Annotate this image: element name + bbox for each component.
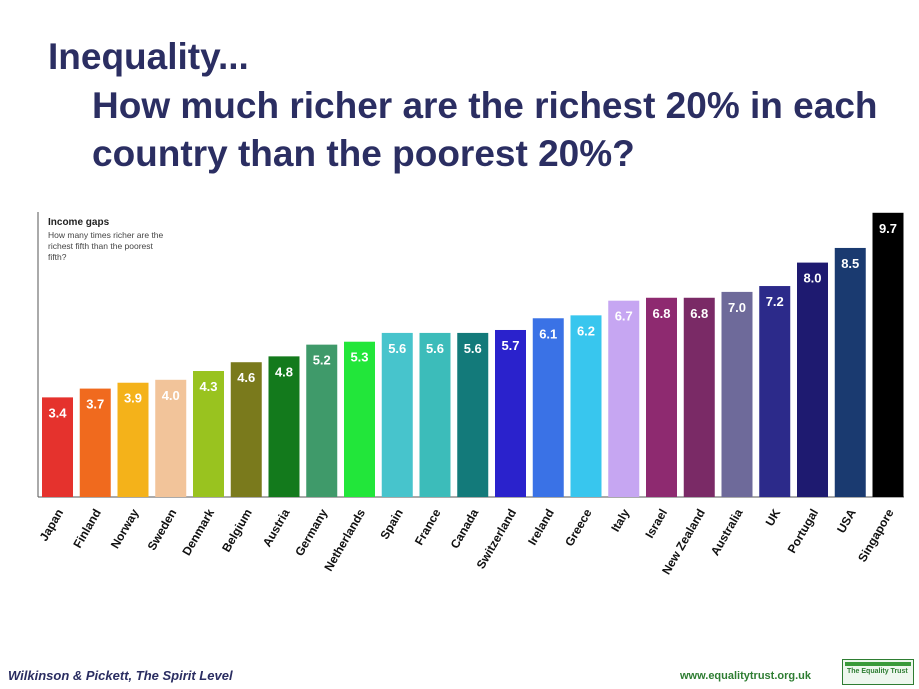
- x-tick-label: USA: [834, 506, 859, 535]
- x-tick-label: Israel: [642, 507, 670, 541]
- chart-title: Income gaps: [48, 217, 110, 228]
- bar-uk: [759, 286, 791, 497]
- x-tick-label: Singapore: [855, 506, 897, 564]
- bar-spain: [381, 332, 413, 497]
- x-tick-label: Australia: [708, 506, 746, 558]
- x-tick-label: Norway: [108, 506, 142, 551]
- x-tick-label: Portugal: [785, 507, 821, 556]
- bar-value-label: 7.2: [766, 294, 784, 309]
- bar-portugal: [797, 262, 828, 497]
- bar-value-label: 3.9: [124, 391, 142, 406]
- bar-denmark: [193, 371, 224, 497]
- bar-value-label: 4.6: [237, 370, 255, 385]
- bar-japan: [42, 397, 73, 497]
- bar-ireland: [532, 318, 564, 497]
- bar-sweden: [155, 379, 187, 497]
- bar-belgium: [230, 362, 262, 497]
- chart-subtitle: How many times richer are the richest fi…: [48, 230, 164, 262]
- bar-france: [419, 332, 451, 497]
- bar-netherlands: [344, 341, 375, 497]
- bar-value-label: 5.6: [426, 341, 444, 356]
- bar-value-label: 4.3: [199, 379, 217, 394]
- bar-value-label: 3.7: [86, 397, 104, 412]
- x-tick-label: Finland: [70, 507, 103, 551]
- x-tick-label: Sweden: [145, 507, 180, 553]
- bar-value-label: 5.6: [464, 341, 482, 356]
- x-tick-label: Italy: [608, 506, 632, 534]
- page-subtitle: How much richer are the richest 20% in e…: [92, 85, 878, 174]
- page-title: Inequality...: [48, 36, 249, 77]
- x-tick-label: Denmark: [179, 506, 217, 558]
- bar-germany: [306, 344, 338, 497]
- bar-finland: [79, 388, 111, 497]
- bar-value-label: 5.6: [388, 341, 406, 356]
- bar-norway: [117, 382, 149, 497]
- bar-switzerland: [495, 329, 526, 497]
- bar-australia: [721, 291, 753, 497]
- bar-value-label: 5.7: [501, 338, 519, 353]
- credit-authors: Wilkinson & Pickett,: [8, 668, 136, 683]
- x-tick-label: Greece: [562, 506, 595, 549]
- bar-value-label: 6.1: [539, 326, 557, 341]
- x-tick-label: Spain: [377, 507, 405, 542]
- bar-value-label: 4.0: [162, 388, 180, 403]
- x-tick-label: Germany: [292, 506, 330, 558]
- bar-greece: [570, 315, 602, 497]
- x-tick-label: Switzerland: [474, 507, 519, 572]
- x-tick-label: UK: [763, 506, 784, 528]
- equality-trust-logo: The Equality Trust: [842, 659, 914, 685]
- logo-text: The Equality Trust: [847, 668, 908, 675]
- bar-value-label: 8.0: [803, 271, 821, 286]
- bar-value-label: 8.5: [841, 256, 859, 271]
- bar-value-label: 6.2: [577, 323, 595, 338]
- x-tick-label: Canada: [448, 506, 482, 551]
- x-tick-label: Austria: [260, 506, 293, 549]
- bar-value-label: 6.7: [615, 309, 633, 324]
- bar-value-label: 5.3: [350, 350, 368, 365]
- source-credit: Wilkinson & Pickett, The Spirit Level: [8, 668, 233, 683]
- credit-book: The Spirit Level: [135, 668, 233, 683]
- bar-value-label: 6.8: [652, 306, 670, 321]
- bar-austria: [268, 356, 300, 497]
- x-tick-label: France: [412, 506, 444, 547]
- website-link[interactable]: www.equalitytrust.org.uk: [680, 670, 811, 682]
- bar-usa: [834, 247, 866, 497]
- bar-singapore: [872, 212, 904, 498]
- bar-value-label: 3.4: [48, 405, 67, 420]
- x-tick-label: Belgium: [219, 507, 255, 555]
- bar-israel: [646, 297, 677, 497]
- bar-value-label: 7.0: [728, 300, 746, 315]
- bar-value-label: 5.2: [313, 353, 331, 368]
- x-tick-label: Ireland: [525, 507, 557, 548]
- bar-new-zealand: [683, 297, 715, 497]
- logo-stripe: [845, 662, 911, 666]
- bar-value-label: 9.7: [879, 221, 897, 236]
- bar-value-label: 6.8: [690, 306, 708, 321]
- x-tick-label: Japan: [37, 507, 66, 544]
- bar-italy: [608, 300, 640, 497]
- bar-value-label: 4.8: [275, 364, 293, 379]
- bar-canada: [457, 332, 489, 497]
